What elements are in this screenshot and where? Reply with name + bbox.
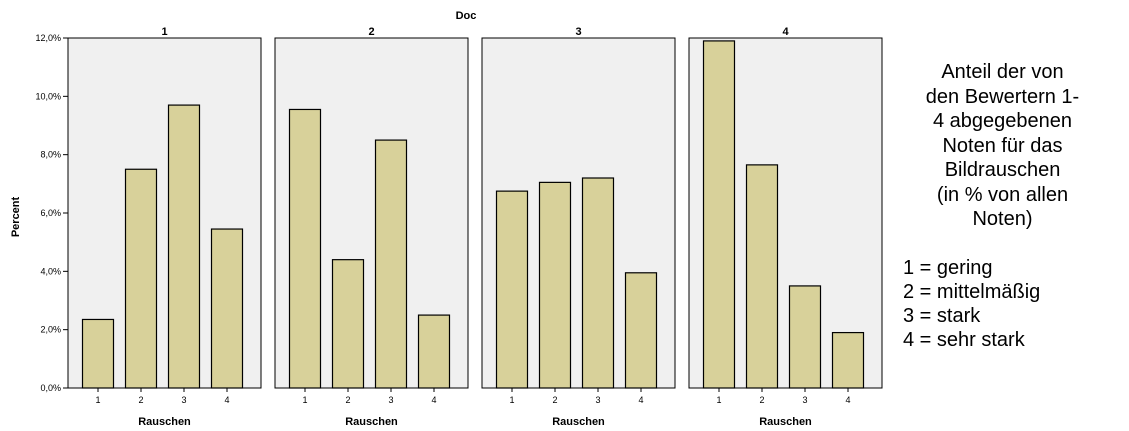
chart-title: Doc (456, 10, 477, 22)
bar (581, 177, 615, 389)
x-axis-label: Rauschen (138, 416, 191, 428)
y-axis-label: Percent (10, 196, 22, 237)
x-axis-label: Rauschen (552, 416, 605, 428)
bar (495, 190, 529, 389)
description-line: den Bewertern 1- (925, 85, 1080, 108)
y-tick-label: 2,0% (40, 325, 61, 335)
y-tick-label: 12,0% (35, 33, 61, 43)
y-tick-label: 4,0% (40, 266, 61, 276)
y-tick-label: 8,0% (40, 150, 61, 160)
bar (624, 272, 658, 389)
bar (831, 331, 865, 389)
bar (374, 139, 408, 389)
bar (538, 181, 572, 389)
legend-item: 1 = gering (903, 256, 993, 279)
y-axis: 0,0% 2,0% 4,0% 6,0% 8,0% 10,0% 12,0% (35, 33, 68, 393)
bar (167, 104, 201, 389)
x-axis-label: Rauschen (759, 416, 812, 428)
x-tick-label: 3 (181, 395, 186, 405)
x-tick-label: 1 (95, 395, 100, 405)
rating-legend: 1 = gering 2 = mittelmäßig 3 = stark 4 =… (895, 256, 1110, 352)
bar (81, 318, 115, 389)
description-line: Anteil der von (941, 61, 1064, 83)
x-tick-label: 1 (302, 395, 307, 405)
description-line: Bildrauschen (944, 159, 1061, 181)
bar (288, 108, 322, 389)
panel-title: 3 (575, 26, 581, 38)
bar (745, 164, 779, 389)
x-tick-label: 4 (224, 395, 229, 405)
panel-title: 4 (782, 26, 789, 38)
description-line: Noten) (972, 208, 1033, 230)
x-tick-label: 2 (138, 395, 143, 405)
x-tick-label: 4 (638, 395, 643, 405)
panel-title: 1 (161, 26, 167, 38)
x-tick-label: 4 (845, 395, 850, 405)
legend-item: 4 = sehr stark (903, 328, 1025, 351)
bar (331, 259, 365, 389)
panel-4: 4 1 2 3 4 Rauschen (688, 26, 883, 428)
description-line: Noten für das (942, 134, 1063, 157)
panel-1: 1 1 2 3 4 Rauschen (67, 26, 262, 428)
y-tick-label: 6,0% (40, 208, 61, 218)
panel-title: 2 (368, 26, 374, 38)
x-tick-label: 1 (716, 395, 721, 405)
description-line: 4 abgegebenen (932, 110, 1073, 132)
legend-item: 3 = stark (903, 304, 981, 327)
legend-item: 2 = mittelmäßig (903, 280, 1041, 303)
panel-3: 3 1 2 3 4 Rauschen (481, 26, 676, 428)
x-tick-label: 2 (345, 395, 350, 405)
chart-annotation: Anteil der von den Bewertern 1- 4 abgege… (895, 60, 1110, 352)
x-tick-label: 2 (759, 395, 764, 405)
x-tick-label: 3 (802, 395, 807, 405)
x-tick-label: 3 (595, 395, 600, 405)
x-tick-label: 1 (509, 395, 514, 405)
panel-2: 2 1 2 3 4 Rauschen (274, 26, 469, 428)
description-text: Anteil der von den Bewertern 1- 4 abgege… (895, 60, 1110, 232)
x-tick-label: 2 (552, 395, 557, 405)
bar (417, 314, 451, 389)
x-tick-label: 4 (431, 395, 436, 405)
description-line: (in % von allen (936, 183, 1069, 206)
bar (788, 285, 822, 389)
bar (210, 228, 244, 389)
x-tick-label: 3 (388, 395, 393, 405)
bar (124, 168, 158, 389)
x-axis-label: Rauschen (345, 416, 398, 428)
y-tick-label: 10,0% (35, 91, 61, 101)
y-tick-label: 0,0% (40, 383, 61, 393)
bar (702, 40, 736, 389)
